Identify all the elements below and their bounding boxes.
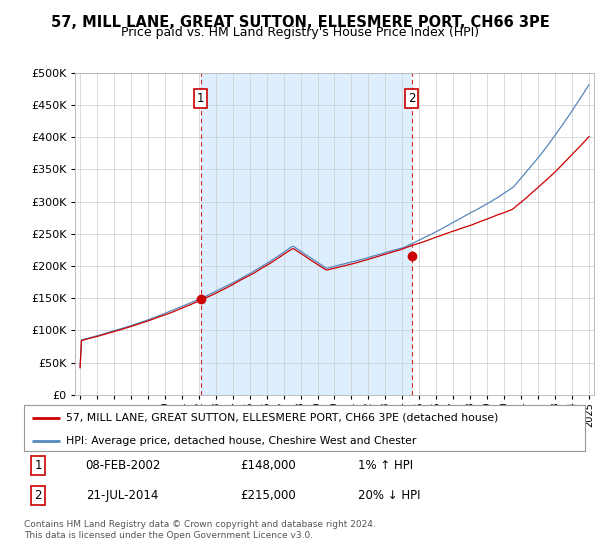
Bar	[200, 73, 412, 395]
Text: Price paid vs. HM Land Registry's House Price Index (HPI): Price paid vs. HM Land Registry's House …	[121, 26, 479, 39]
Text: HPI: Average price, detached house, Cheshire West and Chester: HPI: Average price, detached house, Ches…	[66, 436, 416, 446]
Text: 1% ↑ HPI: 1% ↑ HPI	[358, 459, 413, 472]
Text: 57, MILL LANE, GREAT SUTTON, ELLESMERE PORT, CH66 3PE (detached house): 57, MILL LANE, GREAT SUTTON, ELLESMERE P…	[66, 413, 499, 423]
Text: Contains HM Land Registry data © Crown copyright and database right 2024.
This d: Contains HM Land Registry data © Crown c…	[24, 520, 376, 540]
Text: 21-JUL-2014: 21-JUL-2014	[86, 489, 158, 502]
Text: 2: 2	[34, 489, 42, 502]
Text: 1: 1	[197, 92, 204, 105]
Text: 20% ↓ HPI: 20% ↓ HPI	[358, 489, 420, 502]
Text: £215,000: £215,000	[240, 489, 296, 502]
Text: 1: 1	[34, 459, 42, 472]
Text: 57, MILL LANE, GREAT SUTTON, ELLESMERE PORT, CH66 3PE: 57, MILL LANE, GREAT SUTTON, ELLESMERE P…	[50, 15, 550, 30]
Text: 08-FEB-2002: 08-FEB-2002	[86, 459, 161, 472]
Text: £148,000: £148,000	[240, 459, 296, 472]
Text: 2: 2	[408, 92, 415, 105]
